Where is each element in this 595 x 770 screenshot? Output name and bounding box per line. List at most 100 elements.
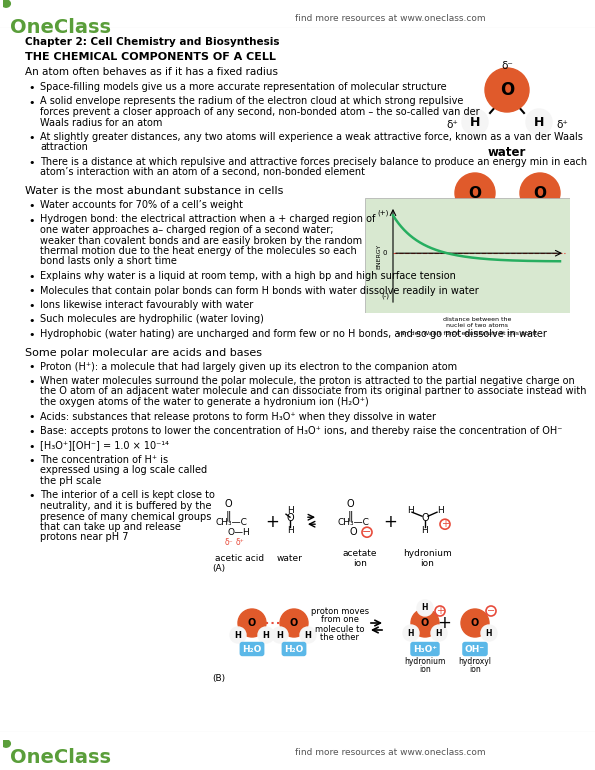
Text: •: •	[28, 427, 35, 437]
Circle shape	[2, 740, 10, 747]
Circle shape	[431, 625, 447, 641]
Text: ENERGY: ENERGY	[377, 243, 381, 269]
Text: ion: ion	[419, 665, 431, 674]
Text: H: H	[262, 631, 270, 640]
Text: protons near pH 7: protons near pH 7	[40, 533, 129, 543]
Text: H: H	[408, 628, 414, 638]
Text: the other: the other	[321, 634, 359, 642]
Text: attraction: attraction	[40, 142, 88, 152]
Text: •: •	[28, 133, 35, 143]
Text: water: water	[277, 554, 303, 563]
Text: •: •	[28, 330, 35, 340]
Text: H: H	[277, 631, 283, 640]
Circle shape	[403, 625, 419, 641]
Circle shape	[258, 627, 274, 643]
Text: H: H	[422, 526, 428, 534]
Text: O: O	[286, 513, 294, 523]
Text: •: •	[28, 377, 35, 387]
Text: •: •	[28, 491, 35, 501]
Text: δ⁺: δ⁺	[556, 120, 568, 130]
Text: δ⁻: δ⁻	[501, 61, 513, 71]
Circle shape	[462, 109, 488, 135]
Text: O: O	[346, 499, 354, 509]
Text: •: •	[28, 301, 35, 311]
Text: Base: accepts protons to lower the concentration of H₃O⁺ ions, and thereby raise: Base: accepts protons to lower the conce…	[40, 426, 562, 436]
Text: one water approaches a– charged region of a second water;: one water approaches a– charged region o…	[40, 225, 334, 235]
Text: hydroxyl: hydroxyl	[459, 657, 491, 665]
Text: H: H	[486, 628, 492, 638]
Circle shape	[485, 68, 529, 112]
Text: the O atom of an adjacent water molecule and can dissociate from its original pa: the O atom of an adjacent water molecule…	[40, 387, 587, 397]
Text: Some polar molecular are acids and bases: Some polar molecular are acids and bases	[25, 347, 262, 357]
Text: bond lasts only a short time: bond lasts only a short time	[40, 256, 177, 266]
Text: H₂O: H₂O	[284, 644, 303, 654]
Text: Water accounts for 70% of a cell’s weight: Water accounts for 70% of a cell’s weigh…	[40, 200, 243, 210]
Text: from one: from one	[321, 615, 359, 624]
Text: O: O	[248, 618, 256, 628]
Text: •: •	[28, 83, 35, 93]
Text: hydronium
ion: hydronium ion	[403, 548, 452, 568]
Text: H: H	[422, 604, 428, 612]
Circle shape	[417, 600, 433, 616]
Text: Waals radius for an atom: Waals radius for an atom	[40, 118, 162, 128]
Text: Molecules that contain polar bonds can form H bonds with water dissolve readily : Molecules that contain polar bonds can f…	[40, 286, 479, 296]
Text: There is a distance at which repulsive and attractive forces precisely balance t: There is a distance at which repulsive a…	[40, 157, 587, 167]
Text: acetate
ion: acetate ion	[343, 548, 377, 568]
Text: Acids: substances that release protons to form H₃O⁺ when they dissolve in water: Acids: substances that release protons t…	[40, 411, 436, 421]
Text: OneClass: OneClass	[10, 18, 111, 37]
Text: Explains why water is a liquid at room temp, with a high bp and high surface ten: Explains why water is a liquid at room t…	[40, 271, 456, 281]
Text: distance between the: distance between the	[443, 317, 511, 322]
Text: •: •	[28, 413, 35, 423]
Text: water: water	[488, 146, 526, 159]
Text: Hydrogen bond: the electrical attraction when a + charged region of: Hydrogen bond: the electrical attraction…	[40, 215, 375, 225]
Circle shape	[238, 609, 266, 637]
Text: −: −	[362, 527, 372, 537]
Text: +: +	[441, 519, 449, 529]
Circle shape	[280, 609, 308, 637]
Text: The interior of a cell is kept close to: The interior of a cell is kept close to	[40, 490, 215, 500]
Text: CH₃—C: CH₃—C	[337, 517, 369, 527]
Text: find more resources at www.oneclass.com: find more resources at www.oneclass.com	[295, 14, 486, 23]
Text: +: +	[437, 614, 451, 632]
Text: forces prevent a closer approach of any second, non-bonded atom – the so-called : forces prevent a closer approach of any …	[40, 107, 480, 117]
Text: H: H	[436, 628, 442, 638]
Text: OneClass: OneClass	[10, 748, 111, 767]
Text: find more resources at www.oneclass.com: find more resources at www.oneclass.com	[295, 748, 486, 757]
Text: •: •	[28, 456, 35, 466]
Text: (-): (-)	[381, 293, 389, 299]
Text: ‖: ‖	[226, 511, 231, 521]
Text: •: •	[28, 158, 35, 168]
Text: δ⁺: δ⁺	[236, 537, 245, 547]
Text: O: O	[534, 186, 546, 200]
Circle shape	[481, 625, 497, 641]
Text: •: •	[28, 98, 35, 108]
Text: expressed using a log scale called: expressed using a log scale called	[40, 466, 207, 476]
Text: H₃O⁺: H₃O⁺	[413, 644, 437, 654]
Text: An atom often behaves as if it has a fixed radius: An atom often behaves as if it has a fix…	[25, 67, 278, 77]
Text: H: H	[305, 631, 311, 640]
Text: (B): (B)	[212, 674, 225, 683]
Text: H: H	[287, 506, 293, 514]
Text: The concentration of H⁺ is: The concentration of H⁺ is	[40, 455, 168, 465]
Text: At slightly greater distances, any two atoms will experience a weak attractive f: At slightly greater distances, any two a…	[40, 132, 583, 142]
Text: ‖: ‖	[347, 511, 353, 521]
Text: Space-filling models give us a more accurate representation of molecular structu: Space-filling models give us a more accu…	[40, 82, 447, 92]
Text: H: H	[234, 631, 242, 640]
Text: neutrality, and it is buffered by the: neutrality, and it is buffered by the	[40, 501, 211, 511]
Text: O: O	[224, 499, 232, 509]
Text: acetic acid: acetic acid	[215, 554, 265, 563]
Text: CH₃—C: CH₃—C	[215, 517, 247, 527]
Text: When water molecules surround the polar molecule, the proton is attracted to the: When water molecules surround the polar …	[40, 376, 575, 386]
FancyBboxPatch shape	[365, 198, 570, 313]
Text: Chapter 2: Cell Chemistry and Biosynthesis: Chapter 2: Cell Chemistry and Biosynthes…	[25, 37, 280, 47]
Text: Proton (H⁺): a molecule that had largely given up its electron to the companion : Proton (H⁺): a molecule that had largely…	[40, 361, 457, 371]
Text: ion: ion	[469, 665, 481, 674]
Text: van der Waals force equilibrium at this point: van der Waals force equilibrium at this …	[397, 331, 537, 336]
Text: •: •	[28, 363, 35, 373]
Text: −: −	[487, 606, 495, 616]
Text: +: +	[436, 606, 444, 616]
Text: H: H	[437, 506, 443, 514]
Text: δ⁺: δ⁺	[446, 120, 458, 130]
Text: O: O	[290, 618, 298, 628]
Text: •: •	[28, 286, 35, 296]
